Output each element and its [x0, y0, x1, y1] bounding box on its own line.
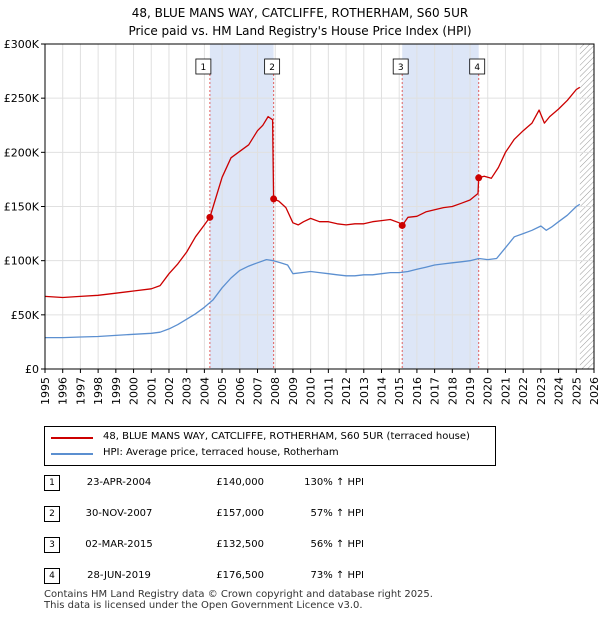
- sale-point: [398, 221, 406, 229]
- x-tick-label: 1999: [110, 377, 123, 405]
- chart-title: 48, BLUE MANS WAY, CATCLIFFE, ROTHERHAM,…: [131, 6, 469, 20]
- x-tick-label: 2018: [446, 377, 459, 405]
- sale-hpi-change: 57% ↑ HPI: [310, 508, 364, 519]
- legend-swatch-hpi: [51, 453, 93, 455]
- y-tick-label: £50K: [11, 309, 40, 322]
- x-tick-label: 2014: [375, 377, 388, 405]
- x-tick-label: 2003: [181, 377, 194, 405]
- sale-point: [475, 174, 483, 182]
- y-tick-label: £100K: [4, 255, 40, 268]
- x-tick-label: 2020: [482, 377, 495, 405]
- sale-hpi-change: 56% ↑ HPI: [310, 539, 364, 550]
- x-tick-label: 2024: [553, 377, 566, 405]
- sale-hpi-change: 73% ↑ HPI: [310, 570, 364, 581]
- x-tick-label: 2022: [517, 377, 530, 405]
- sale-number-box: [195, 58, 212, 75]
- sale-number-label: 2: [269, 63, 275, 73]
- sale-point: [206, 213, 214, 221]
- x-tick-label: 2008: [269, 377, 282, 405]
- sale-number-label: 4: [474, 63, 480, 73]
- sale-date: 30-NOV-2007: [85, 508, 153, 519]
- y-tick-label: £150K: [4, 201, 40, 214]
- x-tick-label: 2002: [163, 377, 176, 405]
- x-tick-label: 1996: [57, 377, 70, 405]
- sale-price: £140,000: [216, 477, 264, 488]
- sale-row: 2 30-NOV-2007 £157,000 57% ↑ HPI: [44, 504, 404, 524]
- x-tick-label: 2005: [216, 377, 229, 405]
- sale-number-badge: 2: [44, 506, 60, 522]
- sale-row: 3 02-MAR-2015 £132,500 56% ↑ HPI: [44, 535, 404, 555]
- x-tick-label: 1998: [92, 377, 105, 405]
- sale-point: [270, 195, 278, 203]
- x-tick-label: 2026: [588, 377, 600, 405]
- x-tick-label: 2017: [429, 377, 442, 405]
- x-tick-label: 2016: [411, 377, 424, 405]
- property-price-line: [44, 86, 581, 299]
- sale-date: 23-APR-2004: [86, 477, 152, 488]
- sale-row: 4 28-JUN-2019 £176,500 73% ↑ HPI: [44, 566, 404, 586]
- sale-number-badge: 3: [44, 537, 60, 553]
- sale-price: £132,500: [216, 539, 264, 550]
- sale-number-badge: 4: [44, 568, 60, 584]
- x-tick-label: 2012: [340, 377, 353, 405]
- sale-number-box: [264, 58, 281, 75]
- legend-label-property: 48, BLUE MANS WAY, CATCLIFFE, ROTHERHAM,…: [103, 431, 470, 442]
- attribution-footer: Contains HM Land Registry data © Crown c…: [44, 589, 433, 611]
- sale-row: 1 23-APR-2004 £140,000 130% ↑ HPI: [44, 473, 404, 493]
- sale-price: £176,500: [216, 570, 264, 581]
- sale-date: 28-JUN-2019: [87, 570, 151, 581]
- x-tick-label: 1997: [74, 377, 87, 405]
- x-tick-label: 2006: [234, 377, 247, 405]
- x-tick-label: 2023: [535, 377, 548, 405]
- y-tick-label: £0: [25, 363, 39, 376]
- x-tick-label: 2007: [252, 377, 265, 405]
- x-tick-label: 2019: [464, 377, 477, 405]
- x-tick-label: 2010: [305, 377, 318, 405]
- sale-number-badge: 1: [44, 475, 60, 491]
- x-tick-label: 2013: [358, 377, 371, 405]
- legend-swatch-property: [51, 437, 93, 439]
- y-tick-label: £300K: [4, 38, 40, 51]
- sale-price: £157,000: [216, 508, 264, 519]
- x-tick-label: 2001: [145, 377, 158, 405]
- legend-label-hpi: HPI: Average price, terraced house, Roth…: [103, 447, 339, 458]
- sale-number-label: 3: [398, 63, 404, 73]
- sale-date: 02-MAR-2015: [85, 539, 153, 550]
- x-tick-label: 2009: [287, 377, 300, 405]
- y-tick-label: £200K: [4, 146, 40, 159]
- hpi-line: [45, 203, 581, 339]
- x-tick-label: 2021: [499, 377, 512, 405]
- chart-subtitle: Price paid vs. HM Land Registry's House …: [128, 24, 472, 38]
- x-tick-label: 2025: [570, 377, 583, 405]
- sale-hpi-change: 130% ↑ HPI: [304, 477, 364, 488]
- sale-number-box: [392, 58, 409, 75]
- x-tick-label: 2011: [322, 377, 335, 405]
- attribution-line-2: This data is licensed under the Open Gov…: [44, 600, 363, 611]
- x-tick-label: 2000: [128, 377, 141, 405]
- chart-legend: 48, BLUE MANS WAY, CATCLIFFE, ROTHERHAM,…: [44, 426, 496, 466]
- x-tick-label: 2015: [393, 377, 406, 405]
- x-tick-label: 2004: [198, 377, 211, 405]
- sale-number-label: 1: [201, 63, 207, 73]
- attribution-line-1: Contains HM Land Registry data © Crown c…: [44, 589, 433, 600]
- price-chart: 1 2 3 4 £0 £50K £100K £150K £200K £250K £300K 1995…: [4, 38, 600, 405]
- y-tick-label: £250K: [4, 92, 40, 105]
- x-tick-label: 1995: [39, 377, 52, 405]
- sale-number-box: [469, 58, 486, 75]
